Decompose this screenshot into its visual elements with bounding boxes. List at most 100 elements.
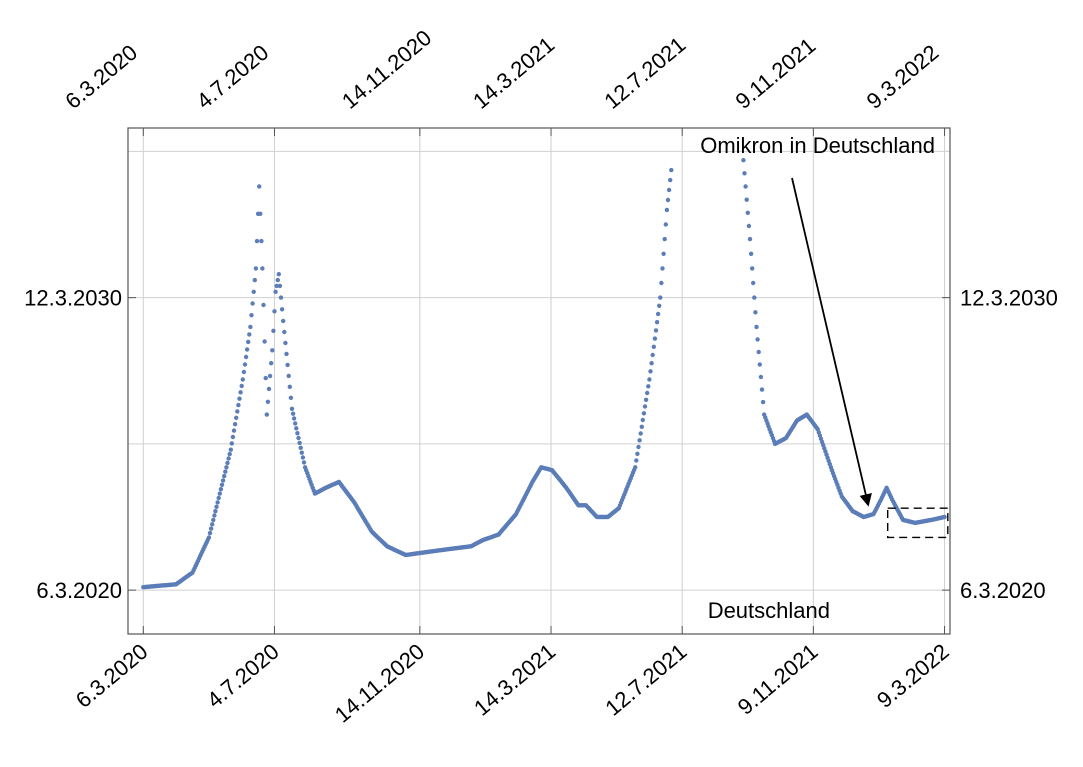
data-point [262,339,267,344]
data-point [249,313,254,318]
data-point [224,465,229,470]
data-point [282,329,287,335]
data-point [289,406,295,411]
data-point [246,339,251,345]
y-tick-label-left: 6.3.2020 [36,578,122,603]
data-point [294,426,299,431]
data-point [745,210,750,215]
data-point [646,384,651,389]
data-point [278,295,284,300]
data-point [753,310,758,315]
data-point [236,402,241,408]
data-point [274,283,279,289]
data-point [270,348,275,353]
data-point [252,277,257,283]
data-point [747,236,753,242]
x-tick-label-bottom: 4.7.2020 [202,639,284,713]
x-tick-label-top: 4.7.2020 [192,40,274,114]
data-point [300,455,306,460]
x-tick-label-top: 12.7.2021 [599,32,690,114]
data-point [210,522,215,527]
data-point [649,361,654,366]
data-point [281,318,286,324]
data-point [287,384,292,389]
data-point [260,266,265,271]
x-tick-label-bottom: 9.11.2021 [733,639,823,720]
omikron-annotation-label: Omikron in Deutschland [700,133,935,158]
data-point [301,460,307,465]
data-point [226,456,231,461]
data-point [665,197,671,203]
data-series [141,158,947,590]
y-tick-label-right: 6.3.2020 [960,578,1046,603]
data-point [658,295,663,300]
data-point [661,251,666,256]
data-point [636,444,641,450]
data-point [275,277,280,283]
data-point [640,417,645,423]
data-point [756,349,761,355]
data-point [206,535,212,540]
data-point [215,500,220,505]
data-point [642,404,648,409]
data-point [291,416,297,421]
data-point [222,473,227,479]
data-point [272,309,277,314]
x-tick-label-bottom: 12.7.2021 [600,639,691,721]
x-tick-label-bottom: 6.3.2020 [71,639,153,713]
data-point [669,167,674,173]
data-point [230,434,236,440]
data-point [643,397,649,402]
data-point [248,324,253,330]
data-point [207,530,213,536]
data-point [247,332,252,337]
x-tick-label-top: 6.3.2020 [60,40,142,114]
data-point [651,344,656,349]
x-tick-label-top: 14.3.2021 [468,32,559,114]
data-point [211,517,216,523]
data-point [746,223,752,229]
data-point [237,396,242,401]
data-point [228,447,233,452]
data-point [748,251,754,256]
country-label: Deutschland [708,598,830,623]
axis-ticks: 6.3.2020 6.3.2020 4.7.2020 4.7.2020 14.11.20… [24,25,1058,728]
data-point [239,383,244,389]
data-point [754,324,759,330]
highlight-box [886,507,949,539]
data-point [633,465,638,470]
data-point [757,362,762,367]
data-point [298,445,303,450]
data-point [655,311,661,317]
grid-lines [128,128,950,634]
data-point [652,336,658,341]
data-point [257,184,262,189]
omikron-arrow [791,177,872,507]
data-point [271,328,276,333]
data-point [742,171,747,176]
data-point [653,328,659,333]
data-point [660,266,665,271]
data-point [662,236,667,242]
data-point [639,424,644,429]
data-point [264,412,269,417]
data-point [263,375,268,381]
data-point [277,283,283,289]
data-point [279,307,285,312]
data-point [752,295,757,300]
data-point [285,362,290,368]
data-point [295,431,300,436]
data-point [238,390,243,395]
annotations: Omikron in Deutschland Deutschland [700,133,949,623]
data-point [638,431,643,436]
data-point [273,289,278,294]
data-point [220,478,226,483]
data-point [647,377,652,382]
data-point [758,374,764,380]
data-point [241,369,247,375]
x-tick-label-top: 9.11.2021 [731,33,821,114]
data-point [240,377,245,382]
data-point [759,387,765,392]
data-point [217,491,222,496]
data-point [293,421,298,426]
